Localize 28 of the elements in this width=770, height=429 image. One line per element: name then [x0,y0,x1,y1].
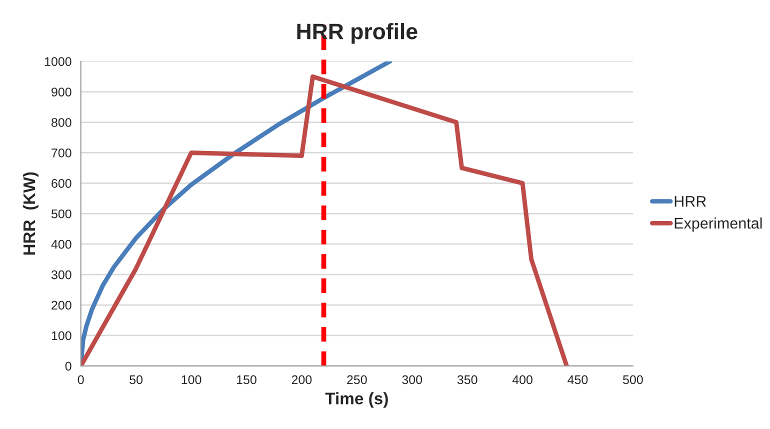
x-tick-label: 150 [237,375,256,384]
x-tick-label: 50 [130,375,143,384]
x-axis-title: Time (s) [325,392,388,408]
x-tick-label: 400 [512,375,532,384]
x-tick-label: 500 [623,375,643,384]
x-tick-label: 350 [457,375,478,384]
y-tick-label: 800 [52,118,72,127]
y-tick-label: 0 [65,362,72,371]
y-tick-label: 500 [51,209,72,218]
legend-label: Experimental [674,217,762,232]
line-series [80,74,569,366]
y-tick-label: 400 [51,240,72,249]
y-tick-label: 100 [52,331,72,340]
y-tick-label: 700 [52,148,72,158]
y-tick-label: 900 [52,88,72,96]
chart-title: HRR profile [297,23,418,44]
y-tick-label: 300 [51,270,72,280]
x-tick-label: 250 [347,375,367,384]
y-tick-label: 600 [52,178,72,188]
x-tick-label: 300 [402,375,422,384]
x-tick-label: 100 [182,375,202,384]
y-tick-label: 1000 [44,57,72,66]
legend-label: HRR [674,196,706,207]
x-tick-label: 450 [568,375,588,384]
y-axis-title: HRR (KW) [22,172,38,255]
x-tick-label: 200 [292,375,312,384]
x-tick-label: 0 [78,375,84,384]
y-tick-label: 200 [52,300,72,310]
